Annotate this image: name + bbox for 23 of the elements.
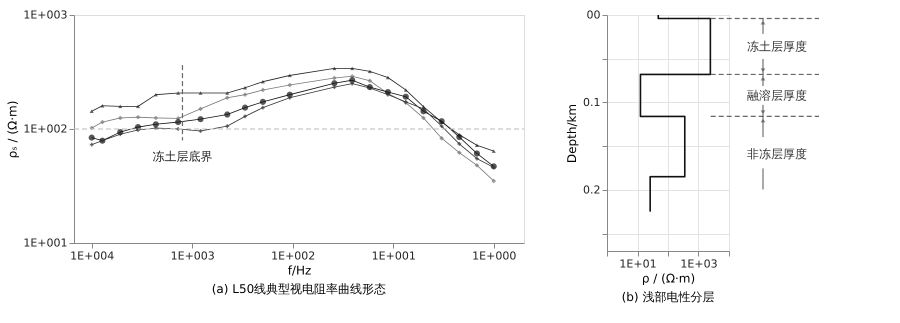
x-axis-title: ρ / (Ω·m) — [642, 272, 696, 286]
x-axis-title: f/Hz — [288, 264, 312, 278]
y-tick-label: 00 — [586, 8, 600, 22]
x-tick-label: 1E+003 — [170, 250, 215, 262]
x-tick-label: 1E+004 — [70, 250, 114, 262]
x-tick-label: 1E+03 — [680, 258, 718, 270]
y-tick-label: 0.1 — [583, 96, 600, 109]
x-tick-label: 1E+001 — [372, 250, 416, 262]
text: (b) 浅部电性分层 — [622, 290, 714, 304]
y-tick-label: 0.2 — [583, 183, 600, 196]
y-axis-title: Depth/km — [565, 104, 580, 164]
y-tick-label: 1E+003 — [23, 8, 68, 22]
x-tick-label: 1E+01 — [619, 258, 657, 270]
text: 融溶层厚度 — [747, 88, 807, 102]
x-tick-label: 1E+000 — [472, 250, 516, 262]
text: 冻土层厚度 — [747, 39, 807, 54]
ref-line-label: 冻土层底界 — [152, 149, 212, 164]
x-tick-label: 1E+002 — [271, 250, 316, 262]
y-tick-label: 1E+002 — [23, 122, 68, 136]
y-tick-label: 1E+001 — [23, 236, 68, 250]
text: (a) L50线典型视电阻率曲线形态 — [212, 282, 386, 296]
text: 非冻层厚度 — [747, 147, 807, 162]
y-axis-title: ρₛ / (Ω·m) — [5, 100, 20, 158]
